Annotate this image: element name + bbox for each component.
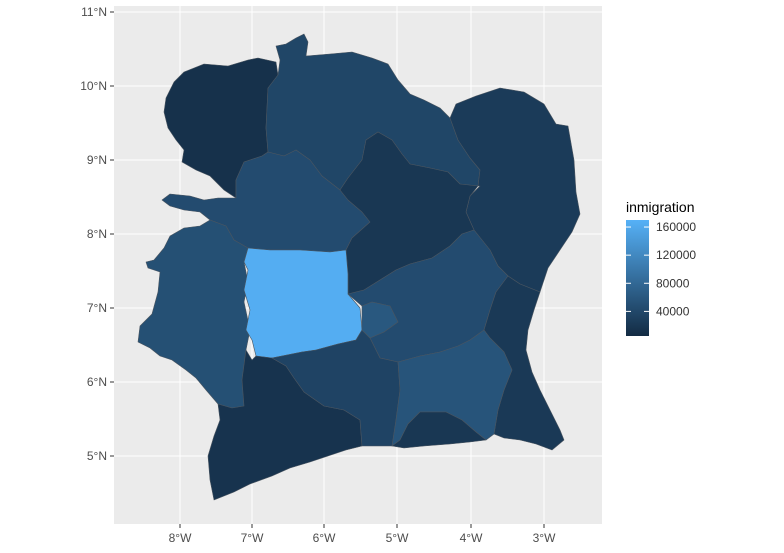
y-tick-label: 6°N [87, 375, 107, 389]
region-center-west [243, 247, 363, 359]
x-tick-label: 8°W [169, 531, 192, 545]
y-axis: 11°N 10°N 9°N 8°N 7°N 6°N 5°N [80, 5, 114, 463]
y-tick-label: 7°N [87, 301, 107, 315]
region-far-southeast [391, 411, 487, 449]
region-yamoussoukro [361, 301, 399, 339]
y-tick-label: 8°N [87, 227, 107, 241]
legend-label: 40000 [656, 304, 690, 318]
region-west [137, 219, 251, 409]
x-tick-label: 6°W [313, 531, 336, 545]
legend-colorbar [626, 220, 649, 336]
y-tick-label: 11°N [81, 5, 107, 19]
legend-label: 120000 [656, 248, 696, 262]
legend-title: inmigration [626, 199, 694, 215]
y-tick-label: 9°N [87, 153, 107, 167]
legend-ticks: 160000 120000 80000 40000 [626, 220, 696, 318]
y-tick-label: 5°N [87, 449, 107, 463]
y-tick-label: 10°N [80, 79, 107, 93]
x-tick-label: 3°W [533, 531, 556, 545]
x-tick-label: 5°W [386, 531, 409, 545]
x-tick-label: 4°W [460, 531, 483, 545]
regions-layer [137, 33, 581, 501]
region-southwest [207, 349, 363, 501]
legend: inmigration 160000 120000 80000 40000 [626, 199, 696, 336]
x-axis: 8°W 7°W 6°W 5°W 4°W 3°W [169, 524, 556, 545]
legend-label: 80000 [656, 276, 690, 290]
x-tick-label: 7°W [241, 531, 264, 545]
legend-label: 160000 [656, 220, 696, 234]
